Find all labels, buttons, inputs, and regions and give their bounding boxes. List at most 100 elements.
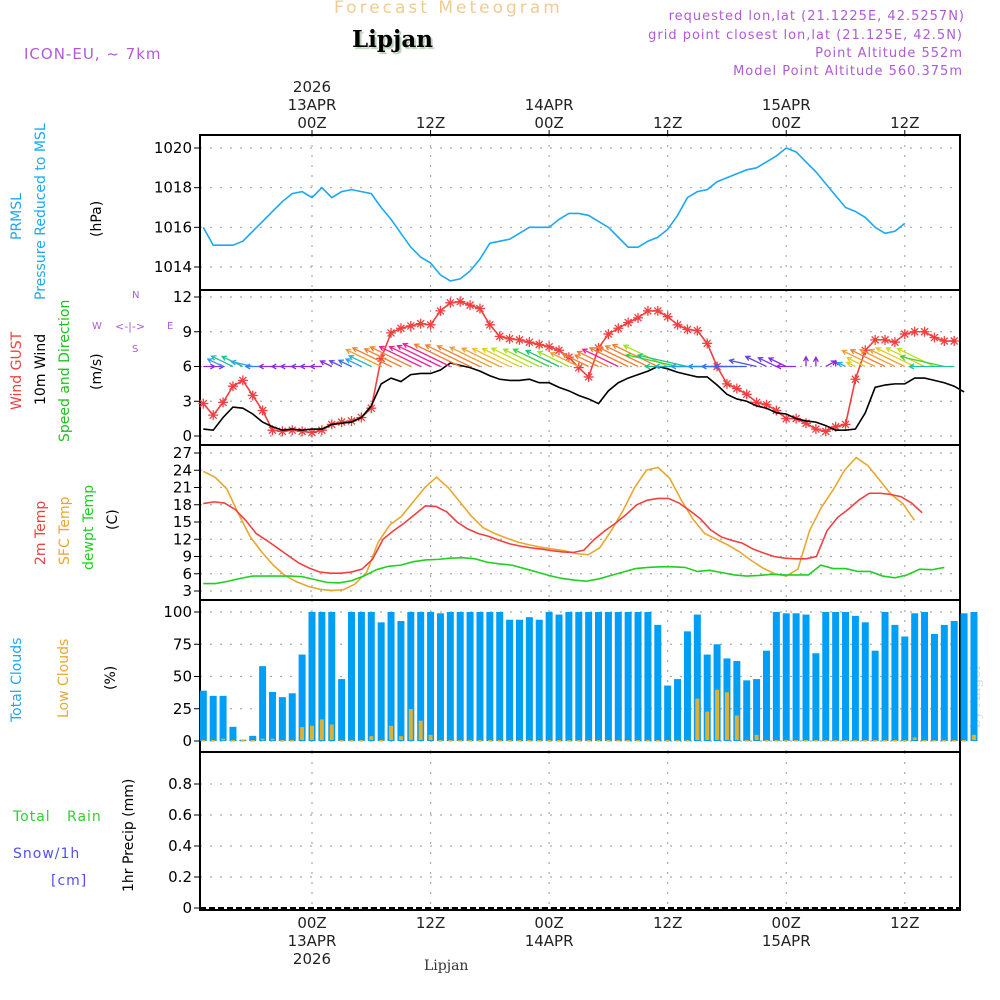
time-label-bottom: 2026 (293, 950, 331, 968)
gust-marker (692, 325, 703, 336)
gust-marker (850, 374, 861, 385)
gust-marker (316, 425, 327, 436)
low-cloud-bar (418, 720, 423, 740)
gust-marker (761, 399, 772, 410)
gust-marker (425, 319, 436, 330)
gust-marker (820, 426, 831, 437)
low-cloud-bar (468, 740, 473, 742)
y-tick-label: 100 (163, 603, 192, 621)
y-tick-label: 50 (173, 668, 192, 686)
low-cloud-bar (804, 740, 808, 742)
total-cloud-bar (871, 650, 879, 741)
gust-marker (682, 324, 693, 335)
total-cloud-bar (762, 650, 770, 741)
low-cloud-bar (547, 740, 552, 742)
wind-direction-arrow (345, 348, 382, 368)
total-cloud-bar (199, 690, 207, 741)
gust-marker (870, 334, 881, 345)
total-cloud-bar (397, 621, 405, 741)
low-cloud-bar (626, 740, 631, 742)
total-cloud-bar (812, 653, 820, 741)
gust-marker (633, 312, 644, 323)
wind-direction-arrow (203, 363, 217, 370)
gust-marker (781, 413, 792, 424)
pressure-line (202, 147, 906, 282)
wind-direction-arrow (413, 343, 461, 368)
y-tick-label: 0.8 (168, 775, 192, 793)
total-cloud-bar (357, 612, 365, 741)
low-cloud-bar (290, 740, 295, 742)
wind-direction-arrow (337, 359, 352, 368)
low-cloud-bar (369, 736, 374, 740)
total-cloud-bar (249, 735, 257, 741)
low-cloud-bar (794, 740, 799, 742)
wind-direction-arrow (868, 348, 906, 368)
total-cloud-bar (328, 612, 336, 741)
gust-marker (297, 426, 308, 437)
total-cloud-bar (614, 612, 622, 741)
low-cloud-bar (329, 724, 334, 740)
low-cloud-bar (892, 740, 897, 742)
wind-direction-arrow (536, 350, 570, 368)
time-label-bottom: 00Z (772, 914, 801, 932)
low-cloud-bar (636, 740, 641, 742)
low-cloud-bar (734, 715, 739, 740)
total-cloud-bar (595, 612, 603, 741)
wind-direction-arrow (363, 348, 402, 368)
compass-s: S (132, 344, 139, 355)
y-tick-label: 6 (182, 565, 192, 583)
low-cloud-bar (576, 740, 581, 742)
wind-direction-arrow (424, 344, 471, 368)
low-cloud-bar (774, 740, 779, 742)
wind-direction-arrow (328, 359, 342, 368)
total-cloud-bar (881, 612, 889, 741)
gust-marker (702, 338, 713, 349)
low-cloud-bar (339, 740, 344, 742)
low-cloud-bar (912, 737, 917, 740)
total-cloud-bar (832, 612, 840, 741)
gust-marker (346, 415, 357, 426)
low-cloud-bar (863, 740, 868, 742)
gust-marker (287, 425, 298, 436)
low-cloud-bar (389, 725, 394, 740)
total-cloud-bar (940, 624, 948, 741)
label-snow-unit: [cm] (51, 873, 88, 889)
low-cloud-bar (754, 734, 759, 740)
y-tick-label: 1018 (154, 179, 192, 197)
wind-direction-arrow (875, 347, 915, 368)
low-cloud-bar (408, 709, 413, 740)
low-cloud-bar (438, 740, 443, 742)
total-cloud-bar (604, 612, 612, 741)
y-tick-label: 0 (182, 427, 192, 445)
wind-direction-arrow (561, 352, 589, 368)
wind-direction-arrow (402, 342, 451, 368)
low-cloud-bar (971, 734, 976, 740)
low-cloud-bar (221, 738, 226, 741)
y-tick-label: 75 (173, 635, 192, 653)
wind-direction-arrow (611, 343, 659, 368)
gust-marker (435, 305, 446, 316)
compass-rose: N <-|-> W E S (90, 290, 180, 356)
wind-direction-arrow (767, 357, 787, 368)
gust-marker (949, 336, 960, 347)
wind-direction-arrow (836, 361, 846, 368)
wind-direction-arrow (832, 359, 839, 367)
total-cloud-bar (535, 619, 543, 741)
low-cloud-bar (477, 740, 482, 742)
total-cloud-bar (506, 619, 514, 741)
low-cloud-bar (527, 740, 532, 742)
gust-marker (257, 405, 268, 416)
total-cloud-bar (229, 726, 237, 741)
time-label-bottom: 14APR (525, 932, 574, 950)
time-label-top: 00Z (534, 114, 563, 132)
total-cloud-bar (486, 612, 494, 741)
panel-frame (199, 751, 961, 911)
wind-direction-arrow (858, 348, 896, 368)
low-cloud-bar (260, 738, 265, 741)
y-tick-label: 6 (182, 358, 192, 376)
gust-marker (623, 317, 634, 328)
low-cloud-bar (398, 736, 403, 740)
wind-direction-arrow (841, 349, 876, 368)
gust-marker (880, 334, 891, 345)
